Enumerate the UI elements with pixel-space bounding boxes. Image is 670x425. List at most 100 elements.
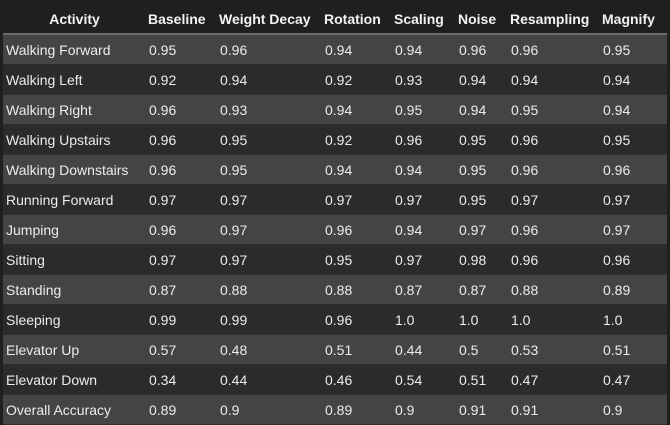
- cell-noise: 0.95: [456, 184, 508, 215]
- column-header-activity: Activity: [3, 4, 146, 35]
- cell-scaling: 0.94: [392, 214, 456, 245]
- accuracy-table: Activity Baseline Weight Decay Rotation …: [3, 4, 667, 425]
- cell-activity: Standing: [3, 274, 146, 305]
- cell-baseline: 0.96: [146, 124, 217, 155]
- cell-weight-decay: 0.94: [217, 64, 322, 95]
- cell-noise: 0.51: [456, 364, 508, 395]
- cell-resampling: 0.88: [508, 274, 600, 305]
- cell-scaling: 0.54: [392, 364, 456, 395]
- cell-scaling: 0.94: [392, 34, 456, 65]
- cell-magnify: 0.97: [600, 214, 667, 245]
- cell-noise: 0.94: [456, 94, 508, 125]
- cell-magnify: 1.0: [600, 304, 667, 335]
- cell-scaling: 0.93: [392, 64, 456, 95]
- cell-activity: Walking Forward: [3, 34, 146, 65]
- cell-baseline: 0.95: [146, 34, 217, 65]
- column-header-scaling: Scaling: [392, 4, 456, 35]
- cell-noise: 0.95: [456, 154, 508, 185]
- cell-activity: Walking Upstairs: [3, 124, 146, 155]
- cell-weight-decay: 0.44: [217, 364, 322, 395]
- cell-baseline: 0.97: [146, 244, 217, 275]
- cell-weight-decay: 0.88: [217, 274, 322, 305]
- cell-baseline: 0.92: [146, 64, 217, 95]
- table-row: Walking Left 0.92 0.94 0.92 0.93 0.94 0.94 0.94: [3, 64, 667, 95]
- cell-resampling: 0.96: [508, 154, 600, 185]
- cell-resampling: 0.97: [508, 184, 600, 215]
- cell-resampling: 0.96: [508, 124, 600, 155]
- cell-rotation: 0.88: [322, 274, 392, 305]
- cell-scaling: 0.44: [392, 334, 456, 365]
- cell-baseline: 0.87: [146, 274, 217, 305]
- cell-activity: Running Forward: [3, 184, 146, 215]
- cell-noise: 1.0: [456, 304, 508, 335]
- cell-scaling: 0.96: [392, 124, 456, 155]
- cell-noise: 0.95: [456, 124, 508, 155]
- cell-weight-decay: 0.95: [217, 124, 322, 155]
- cell-activity: Sleeping: [3, 304, 146, 335]
- cell-baseline: 0.99: [146, 304, 217, 335]
- cell-scaling: 0.94: [392, 154, 456, 185]
- cell-weight-decay: 0.9: [217, 394, 322, 425]
- column-header-weight-decay: Weight Decay: [217, 4, 322, 35]
- cell-activity: Walking Downstairs: [3, 154, 146, 185]
- cell-magnify: 0.94: [600, 64, 667, 95]
- cell-activity: Walking Left: [3, 64, 146, 95]
- table-row: Sleeping 0.99 0.99 0.96 1.0 1.0 1.0 1.0: [3, 304, 667, 335]
- cell-baseline: 0.34: [146, 364, 217, 395]
- column-header-noise: Noise: [456, 4, 508, 35]
- column-header-resampling: Resampling: [508, 4, 600, 35]
- table-row: Walking Upstairs 0.96 0.95 0.92 0.96 0.95 0.96…: [3, 124, 667, 155]
- cell-magnify: 0.95: [600, 34, 667, 65]
- cell-resampling: 1.0: [508, 304, 600, 335]
- cell-resampling: 0.96: [508, 214, 600, 245]
- cell-activity: Elevator Up: [3, 334, 146, 365]
- cell-scaling: 0.97: [392, 244, 456, 275]
- cell-noise: 0.5: [456, 334, 508, 365]
- cell-scaling: 0.87: [392, 274, 456, 305]
- cell-magnify: 0.96: [600, 244, 667, 275]
- cell-noise: 0.96: [456, 34, 508, 65]
- table-row: Elevator Up 0.57 0.48 0.51 0.44 0.5 0.53 0.51: [3, 334, 667, 365]
- cell-weight-decay: 0.97: [217, 184, 322, 215]
- cell-rotation: 0.94: [322, 34, 392, 65]
- cell-noise: 0.98: [456, 244, 508, 275]
- table-row: Walking Forward 0.95 0.96 0.94 0.94 0.96 0.96 0…: [3, 34, 667, 65]
- cell-weight-decay: 0.96: [217, 34, 322, 65]
- cell-noise: 0.97: [456, 214, 508, 245]
- cell-rotation: 0.92: [322, 124, 392, 155]
- column-header-magnify: Magnify: [600, 4, 667, 35]
- cell-rotation: 0.96: [322, 304, 392, 335]
- cell-rotation: 0.94: [322, 94, 392, 125]
- cell-scaling: 0.9: [392, 394, 456, 425]
- cell-resampling: 0.53: [508, 334, 600, 365]
- table-row: Elevator Down 0.34 0.44 0.46 0.54 0.51 0.47 0.4…: [3, 364, 667, 395]
- table-body: Walking Forward 0.95 0.96 0.94 0.94 0.96 0.96 0…: [3, 34, 667, 425]
- table-row: Standing 0.87 0.88 0.88 0.87 0.87 0.88 0.89: [3, 274, 667, 305]
- table-row: Sitting 0.97 0.97 0.95 0.97 0.98 0.96 0.96: [3, 244, 667, 275]
- cell-noise: 0.94: [456, 64, 508, 95]
- cell-resampling: 0.96: [508, 244, 600, 275]
- cell-weight-decay: 0.95: [217, 154, 322, 185]
- header-row: Activity Baseline Weight Decay Rotation …: [3, 4, 667, 35]
- cell-rotation: 0.89: [322, 394, 392, 425]
- cell-activity: Overall Accuracy: [3, 394, 146, 425]
- cell-weight-decay: 0.99: [217, 304, 322, 335]
- cell-noise: 0.91: [456, 394, 508, 425]
- cell-rotation: 0.46: [322, 364, 392, 395]
- table-row: Running Forward 0.97 0.97 0.97 0.97 0.95 0.97 0…: [3, 184, 667, 215]
- cell-baseline: 0.89: [146, 394, 217, 425]
- cell-magnify: 0.96: [600, 154, 667, 185]
- cell-resampling: 0.95: [508, 94, 600, 125]
- cell-resampling: 0.96: [508, 34, 600, 65]
- cell-rotation: 0.96: [322, 214, 392, 245]
- column-header-baseline: Baseline: [146, 4, 217, 35]
- cell-magnify: 0.89: [600, 274, 667, 305]
- cell-resampling: 0.91: [508, 394, 600, 425]
- cell-baseline: 0.96: [146, 94, 217, 125]
- cell-magnify: 0.94: [600, 94, 667, 125]
- column-header-rotation: Rotation: [322, 4, 392, 35]
- cell-scaling: 0.97: [392, 184, 456, 215]
- cell-noise: 0.87: [456, 274, 508, 305]
- cell-weight-decay: 0.93: [217, 94, 322, 125]
